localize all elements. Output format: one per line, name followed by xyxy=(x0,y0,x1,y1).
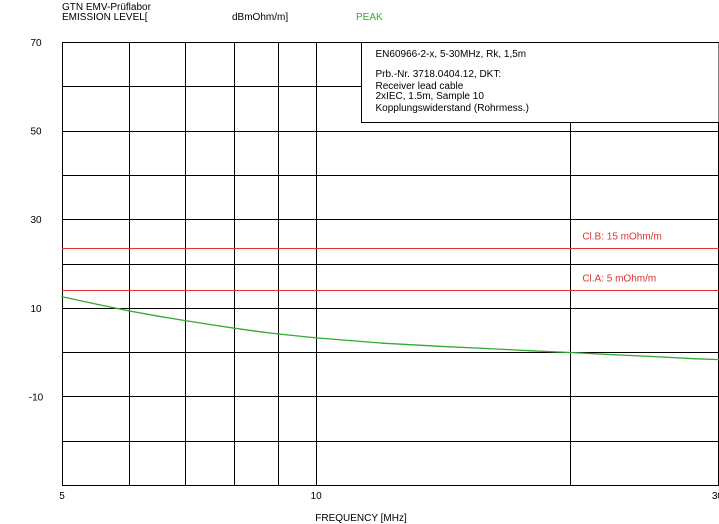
trace-point xyxy=(651,355,653,358)
x-axis-label: FREQUENCY [MHz] xyxy=(315,513,407,524)
trace-point xyxy=(255,330,258,333)
trace-point xyxy=(315,337,318,339)
trace-point xyxy=(350,339,352,342)
lab-name: GTN EMV-Prüflabor xyxy=(62,2,151,13)
y-tick-label: 50 xyxy=(30,127,42,138)
axis-ticks: 70 50 30 10 -10 5 10 30 xyxy=(29,38,719,502)
trace-line xyxy=(61,296,719,361)
limit-lines: Cl.B: 15 mOhm/m Cl.A: 5 mOhm/m xyxy=(62,232,719,291)
trace-point xyxy=(530,350,533,352)
trace-point xyxy=(128,310,130,312)
trace-point xyxy=(61,295,63,298)
info-box: EN60966-2-x, 5-30MHz, Rk, 1,5m Prb.-Nr. 3… xyxy=(361,42,719,123)
x-tick-label: 10 xyxy=(311,491,323,502)
y-tick-label: 30 xyxy=(30,215,42,226)
trace-point xyxy=(692,357,695,360)
info-box-frame xyxy=(361,42,719,123)
limit-label: Cl.B: 15 mOhm/m xyxy=(582,232,661,243)
trace-point xyxy=(604,353,607,356)
trace-point xyxy=(382,342,384,345)
trace-point xyxy=(276,333,279,335)
trace-point xyxy=(569,351,572,354)
detector-label: PEAK xyxy=(356,12,383,23)
info-box-line: Prb.-Nr. 3718.0404.12, DKT: xyxy=(376,69,502,80)
info-box-line: 2xIEC, 1.5m, Sample 10 xyxy=(376,91,485,102)
info-box-line: Receiver lead cable xyxy=(376,81,464,92)
y-tick-label: 70 xyxy=(30,38,42,49)
trace-point xyxy=(96,303,98,306)
limit-label: Cl.A: 5 mOhm/m xyxy=(582,274,656,285)
trace-point xyxy=(209,323,212,326)
x-tick-label: 30 xyxy=(712,491,719,502)
y-tick-label: 10 xyxy=(30,304,42,315)
y-tick-label: -10 xyxy=(29,392,44,403)
series-layer xyxy=(61,295,719,361)
trace-point xyxy=(157,315,159,318)
info-box-line: EN60966-2-x, 5-30MHz, Rk, 1,5m xyxy=(376,49,527,60)
info-box-line: Kopplungswiderstand (Rohrmess.) xyxy=(376,103,529,114)
unit-label: dBmOhm/m] xyxy=(232,12,289,23)
trace-point xyxy=(487,347,490,350)
y-axis-label: EMISSION LEVEL[ xyxy=(62,12,148,23)
trace-point xyxy=(184,319,187,322)
trace-point xyxy=(233,327,236,330)
trace-point xyxy=(438,345,441,348)
x-tick-label: 5 xyxy=(59,491,65,502)
